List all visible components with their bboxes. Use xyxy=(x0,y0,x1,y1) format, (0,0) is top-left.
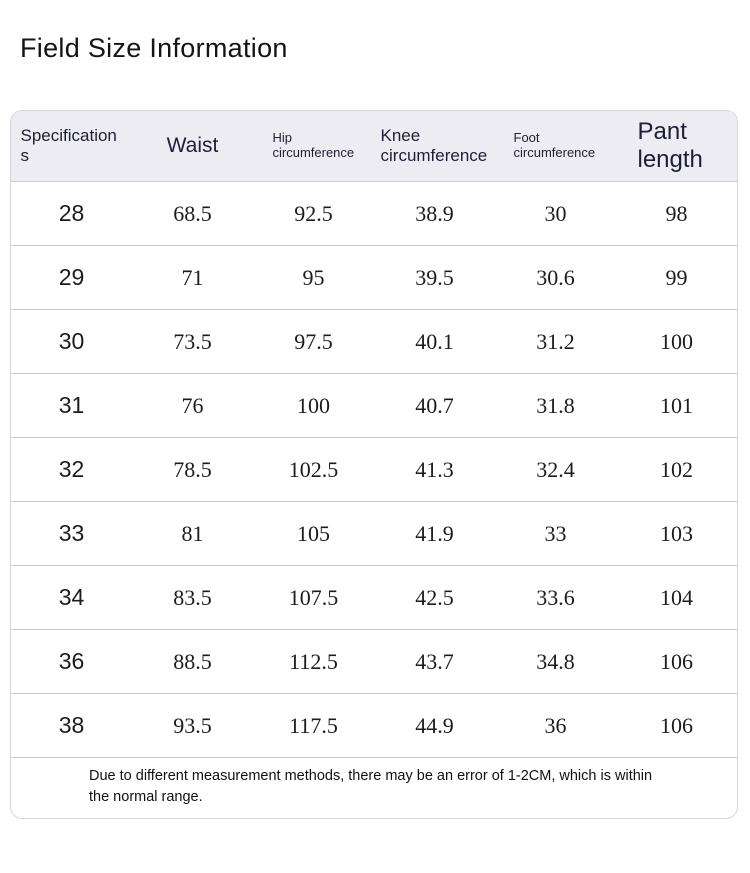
value-cell: 31.8 xyxy=(536,392,575,418)
value-cell: 39.5 xyxy=(415,264,454,290)
value-cell: 106 xyxy=(660,648,693,674)
column-header-waist: Waist xyxy=(132,111,253,181)
column-header-label: Waist xyxy=(166,133,219,157)
value-cell: 93.5 xyxy=(173,712,212,738)
measurement-note: Due to different measurement methods, th… xyxy=(11,757,737,818)
column-header-knee-circumference: Knee circumference xyxy=(374,111,495,181)
value-cell: 41.3 xyxy=(415,456,454,482)
value-cell: 100 xyxy=(297,392,330,418)
value-cell: 106 xyxy=(660,712,693,738)
value-cell: 68.5 xyxy=(173,200,212,226)
table-row: 29 71 95 39.5 30.6 99 xyxy=(11,245,737,309)
value-cell: 81 xyxy=(181,520,204,546)
table-body: 28 68.5 92.5 38.9 30 98 29 71 95 39.5 30.6 99 30 73.5… xyxy=(11,181,737,757)
value-cell: 76 xyxy=(181,392,204,418)
value-cell: 102 xyxy=(660,456,693,482)
value-cell: 41.9 xyxy=(415,520,454,546)
value-cell: 73.5 xyxy=(173,328,212,354)
size-cell: 32 xyxy=(58,456,85,482)
value-cell: 105 xyxy=(297,520,330,546)
value-cell: 98 xyxy=(665,200,688,226)
column-header-pant-length: Pant length xyxy=(616,111,737,181)
table-header-row: Specifications Waist Hip circumference K… xyxy=(11,111,737,181)
value-cell: 99 xyxy=(665,264,688,290)
value-cell: 100 xyxy=(660,328,693,354)
value-cell: 30 xyxy=(544,200,567,226)
column-header-label: Knee circumference xyxy=(380,126,488,165)
table-row: 30 73.5 97.5 40.1 31.2 100 xyxy=(11,309,737,373)
value-cell: 43.7 xyxy=(415,648,454,674)
size-table: Specifications Waist Hip circumference K… xyxy=(10,110,738,820)
value-cell: 92.5 xyxy=(294,200,333,226)
value-cell: 78.5 xyxy=(173,456,212,482)
value-cell: 88.5 xyxy=(173,648,212,674)
value-cell: 40.7 xyxy=(415,392,454,418)
size-cell: 36 xyxy=(58,648,85,674)
size-cell: 38 xyxy=(58,712,85,738)
size-cell: 34 xyxy=(58,584,85,610)
page-title: Field Size Information xyxy=(20,33,288,63)
value-cell: 32.4 xyxy=(536,456,575,482)
column-header-label: Specifications xyxy=(20,126,117,165)
value-cell: 83.5 xyxy=(173,584,212,610)
value-cell: 40.1 xyxy=(415,328,454,354)
value-cell: 38.9 xyxy=(415,200,454,226)
value-cell: 31.2 xyxy=(536,328,575,354)
value-cell: 102.5 xyxy=(288,456,339,482)
table-row: 28 68.5 92.5 38.9 30 98 xyxy=(11,181,737,245)
value-cell: 33 xyxy=(544,520,567,546)
value-cell: 101 xyxy=(660,392,693,418)
value-cell: 36 xyxy=(544,712,567,738)
value-cell: 104 xyxy=(660,584,693,610)
table-row: 31 76 100 40.7 31.8 101 xyxy=(11,373,737,437)
value-cell: 107.5 xyxy=(288,584,339,610)
value-cell: 103 xyxy=(660,520,693,546)
column-header-label: Pant length xyxy=(637,118,703,173)
table-row: 34 83.5 107.5 42.5 33.6 104 xyxy=(11,565,737,629)
table-row: 36 88.5 112.5 43.7 34.8 106 xyxy=(11,629,737,693)
size-cell: 29 xyxy=(58,264,85,290)
size-cell: 30 xyxy=(58,328,85,354)
column-header-hip-circumference: Hip circumference xyxy=(253,111,374,181)
value-cell: 71 xyxy=(181,264,204,290)
column-header-foot-circumference: Foot circumference xyxy=(495,111,616,181)
column-header-specifications: Specifications xyxy=(11,111,132,181)
size-cell: 28 xyxy=(58,200,85,226)
size-cell: 33 xyxy=(58,520,85,546)
value-cell: 34.8 xyxy=(536,648,575,674)
table-row: 38 93.5 117.5 44.9 36 106 xyxy=(11,693,737,757)
value-cell: 33.6 xyxy=(536,584,575,610)
value-cell: 95 xyxy=(302,264,325,290)
value-cell: 112.5 xyxy=(289,648,338,674)
table-row: 33 81 105 41.9 33 103 xyxy=(11,501,737,565)
size-cell: 31 xyxy=(58,392,85,418)
value-cell: 30.6 xyxy=(536,264,575,290)
table-row: 32 78.5 102.5 41.3 32.4 102 xyxy=(11,437,737,501)
column-header-label: Foot circumference xyxy=(513,130,596,160)
value-cell: 44.9 xyxy=(415,712,454,738)
value-cell: 97.5 xyxy=(294,328,333,354)
value-cell: 42.5 xyxy=(415,584,454,610)
value-cell: 117.5 xyxy=(289,712,338,738)
column-header-label: Hip circumference xyxy=(272,130,355,160)
